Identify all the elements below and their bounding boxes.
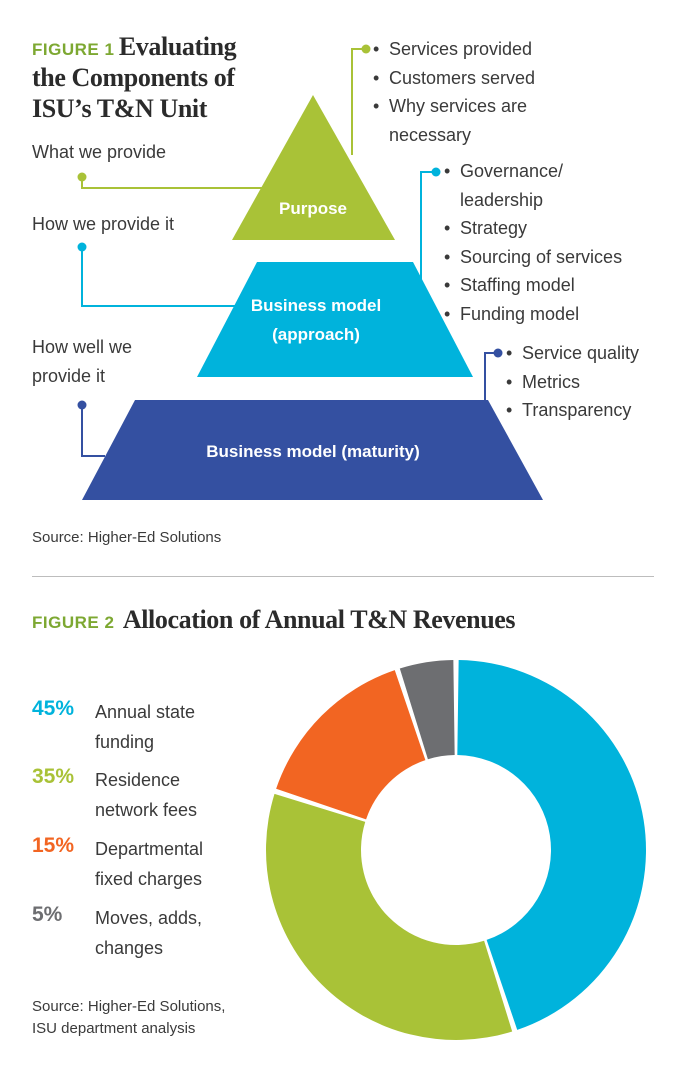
- legend-label: Residence network fees: [95, 765, 255, 825]
- bullet-item: Staffing model: [444, 271, 622, 300]
- figure2-source-line2: ISU department analysis: [32, 1020, 196, 1037]
- connector-maturity-right: [484, 352, 498, 400]
- legend-label-line: fixed charges: [95, 869, 203, 889]
- bullet-item: Transparency: [506, 396, 639, 425]
- side-label-approach-text: How we provide it: [32, 214, 175, 234]
- tier-label-approach-line1: Business model: [251, 296, 381, 315]
- legend-label: Annual state funding: [95, 697, 255, 757]
- pyramid-tier-approach: [197, 262, 473, 377]
- bullet-item-continuation: necessary: [389, 124, 472, 145]
- dot-purpose-left: [77, 172, 87, 182]
- bullet-item: Services provided: [373, 35, 535, 64]
- dot-purpose-right: [361, 44, 371, 54]
- bullet-item: Governance/: [444, 157, 622, 186]
- legend-value: 45%: [32, 697, 75, 720]
- connector-approach-left: [81, 247, 254, 307]
- side-label-maturity-line2: provide it: [32, 366, 106, 386]
- legend-label-line: network fees: [95, 800, 198, 820]
- tier-label-purpose: Purpose: [279, 199, 347, 218]
- figure2-label: FIGURE 2: [32, 613, 115, 632]
- dot-maturity-left: [77, 400, 87, 410]
- tier-label-approach-line2: (approach): [272, 325, 360, 344]
- bullets-maturity: Service quality Metrics Transparency: [506, 339, 639, 425]
- bullet-item: Metrics: [506, 368, 639, 397]
- bullets-approach: Governance/ leadership Strategy Sourcing…: [444, 157, 622, 328]
- pyramid-tier-maturity: [82, 400, 543, 500]
- figure2-title-text: Allocation of Annual T&N Revenues: [122, 605, 516, 634]
- side-label-approach: How we provide it: [32, 210, 174, 239]
- dot-approach-right: [431, 167, 441, 177]
- connector-maturity-left: [81, 405, 105, 457]
- donut-slice-residence-fees: [266, 793, 513, 1040]
- side-label-purpose: What we provide: [32, 138, 166, 167]
- dot-maturity-right: [493, 348, 503, 358]
- figure1-source: Source: Higher-Ed Solutions: [32, 529, 222, 546]
- dot-approach-left: [77, 242, 87, 252]
- figure1-title-line3: ISU’s T&N Unit: [32, 94, 207, 123]
- side-label-maturity-line1: How well we: [32, 337, 133, 357]
- donut-slice-departmental-charges: [276, 670, 426, 820]
- legend-label-line: funding: [95, 732, 155, 752]
- bullet-item: Sourcing of services: [444, 243, 622, 272]
- legend-item-state-funding: 45% Annual state funding: [32, 697, 272, 759]
- bullet-item-continuation: leadership: [460, 189, 544, 210]
- legend-label-line: Moves, adds,: [95, 908, 203, 928]
- legend-value: 35%: [32, 765, 75, 788]
- pyramid-tier-purpose: [232, 95, 395, 240]
- bullet-item: Customers served: [373, 64, 535, 93]
- section-divider: [32, 576, 654, 577]
- connector-purpose-left: [81, 177, 291, 189]
- connector-approach-right: [420, 171, 436, 286]
- legend-label: Moves, adds, changes: [95, 903, 255, 963]
- legend-label: Departmental fixed charges: [95, 834, 255, 894]
- legend-label-line: Departmental: [95, 839, 204, 859]
- figure1-title-line2: the Components of: [32, 63, 235, 92]
- donut-chart: [266, 660, 647, 1040]
- legend-item-departmental-charges: 15% Departmental fixed charges: [32, 834, 272, 896]
- legend-label-line: Residence: [95, 770, 181, 790]
- bullets-purpose: Services provided Customers served Why s…: [373, 35, 535, 149]
- legend-value: 5%: [32, 903, 63, 926]
- bullet-item: Strategy: [444, 214, 622, 243]
- bullet-item: Funding model: [444, 300, 622, 329]
- figure1-title: FIGURE 1 Evaluating the Components of IS…: [32, 33, 292, 126]
- legend-item-moves-adds-changes: 5% Moves, adds, changes: [32, 903, 272, 965]
- legend-label-line: changes: [95, 938, 164, 958]
- bullet-item: Why services are: [373, 92, 535, 121]
- tier-label-maturity: Business model (maturity): [206, 442, 420, 461]
- legend-value: 15%: [32, 834, 75, 857]
- donut-slice-moves-adds-changes: [399, 660, 455, 760]
- side-label-purpose-text: What we provide: [32, 142, 167, 162]
- figure2-source: Source: Higher-Ed Solutions, ISU departm…: [32, 996, 225, 1040]
- legend-item-residence-fees: 35% Residence network fees: [32, 765, 272, 827]
- legend-label-line: Annual state: [95, 702, 196, 722]
- side-label-maturity: How well we provide it: [32, 333, 132, 391]
- connector-purpose-right: [351, 48, 366, 155]
- figure1-title-line1: Evaluating: [118, 32, 237, 61]
- pyramid-diagram: Purpose Business model (approach) Busine…: [77, 44, 543, 500]
- figure1-label: FIGURE 1: [32, 40, 115, 59]
- figure2-source-line1: Source: Higher-Ed Solutions,: [32, 998, 226, 1015]
- figure2-title: FIGURE 2 Allocation of Annual T&N Revenu…: [32, 605, 516, 635]
- donut-slice-state-funding: [457, 660, 647, 1030]
- bullet-item: Service quality: [506, 339, 639, 368]
